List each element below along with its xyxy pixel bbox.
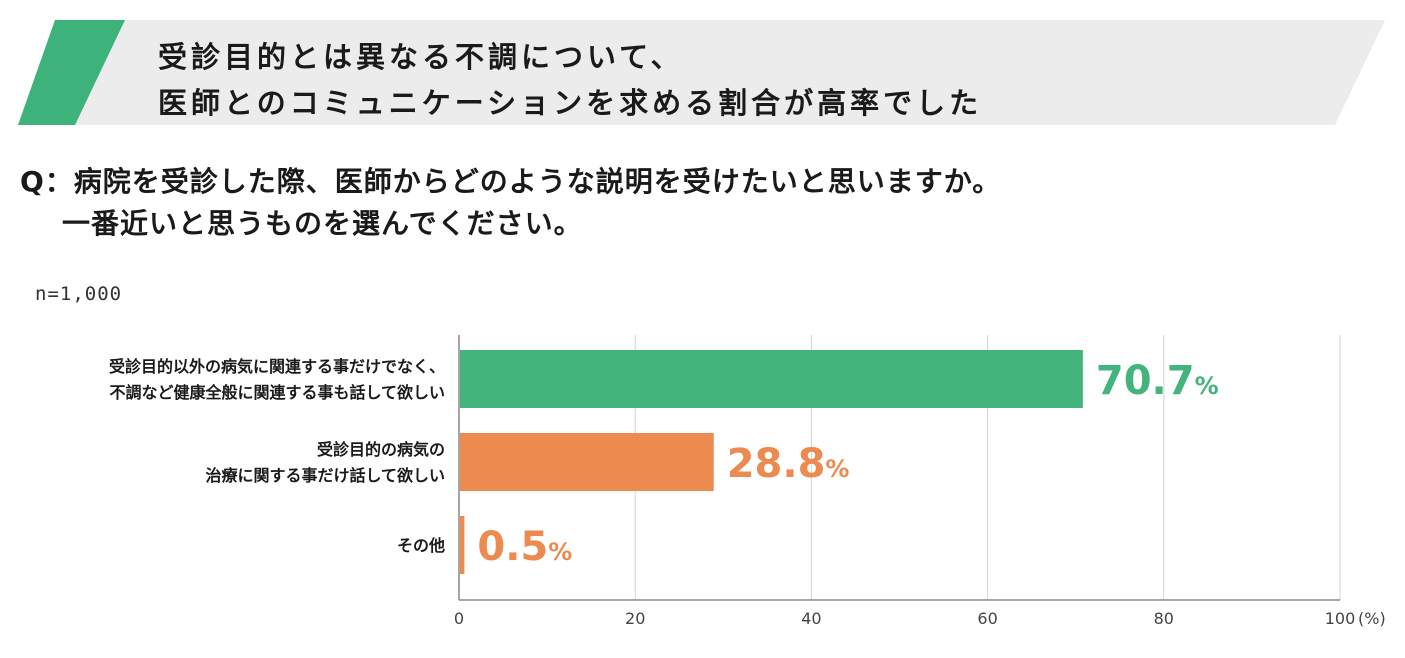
title-banner: 受診目的とは異なる不調について、 医師とのコミュニケーションを求める割合が高率で… bbox=[0, 0, 1405, 135]
category-label: 受診目的の病気の bbox=[317, 440, 445, 459]
x-tick-label: 100 bbox=[1325, 609, 1356, 628]
x-tick-label: 40 bbox=[801, 609, 821, 628]
value-label: 0.5% bbox=[477, 524, 572, 570]
sample-size-label: n=1,000 bbox=[35, 283, 123, 305]
bar bbox=[460, 350, 1083, 408]
x-tick-label: 60 bbox=[977, 609, 997, 628]
x-unit-label: (%) bbox=[1358, 609, 1386, 628]
value-label: 70.7% bbox=[1096, 358, 1219, 404]
banner-gray-band bbox=[18, 20, 1385, 125]
banner-title-line-2: 医師とのコミュニケーションを求める割合が高率でした bbox=[158, 86, 983, 120]
category-label: 不調など健康全般に関連する事も話して欲しい bbox=[109, 383, 445, 402]
category-label: 治療に関する事だけ話して欲しい bbox=[205, 466, 445, 485]
banner-title-line-1: 受診目的とは異なる不調について、 bbox=[158, 40, 684, 74]
question-line-2: 一番近いと思うものを選んでください。 bbox=[62, 207, 583, 240]
value-label: 28.8% bbox=[727, 441, 850, 487]
category-label: 受診目的以外の病気に関連する事だけでなく、 bbox=[109, 357, 445, 376]
x-tick-label: 0 bbox=[454, 609, 464, 628]
banner-accent-stripe bbox=[18, 20, 125, 125]
x-tick-label: 20 bbox=[625, 609, 645, 628]
category-label: その他 bbox=[397, 536, 445, 555]
banner-background bbox=[18, 20, 1385, 125]
bar bbox=[460, 433, 714, 491]
question-line-1: Q：病院を受診した際、医師からどのような説明を受けたいと思いますか。 bbox=[20, 165, 1002, 198]
bar-chart: 0 20 40 60 80 100 (%) 受診目的以外の病気に関連する事だけでなく、不調など… bbox=[109, 335, 1386, 628]
x-tick-label: 80 bbox=[1154, 609, 1174, 628]
bar bbox=[460, 516, 465, 574]
